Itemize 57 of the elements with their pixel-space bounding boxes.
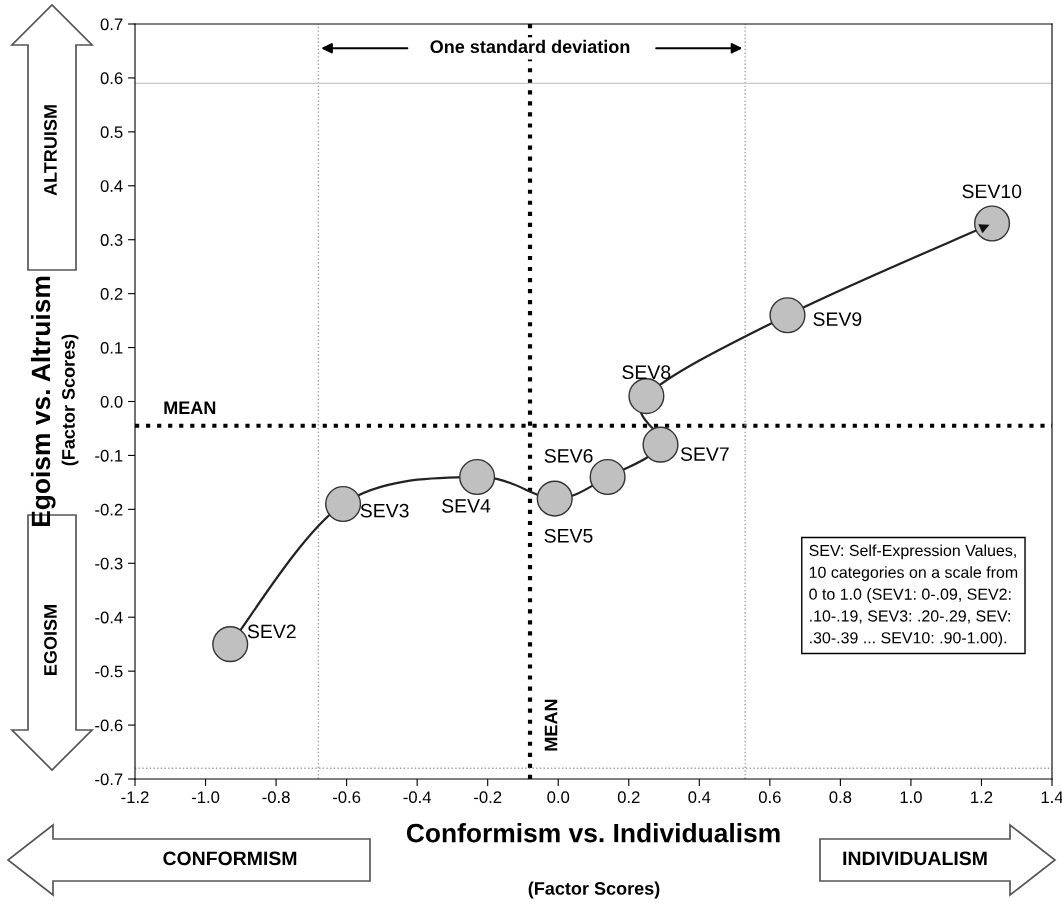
x-tick-label: -0.4 — [403, 791, 432, 804]
y-tick-label: -0.7 — [95, 773, 123, 786]
annotation: SEV4 — [442, 499, 491, 513]
annotation: SEV6 — [544, 449, 593, 463]
x-tick-label: -0.6 — [333, 791, 361, 804]
point — [536, 480, 573, 517]
ref-line-label: MEAN — [164, 401, 216, 414]
y-tick-label: 0.3 — [100, 234, 123, 246]
y-tick-label: -0.1 — [95, 449, 123, 462]
point — [459, 458, 496, 496]
text: (Factor Scores) — [61, 334, 79, 466]
y-tick-label: -0.3 — [95, 557, 123, 570]
point — [212, 626, 249, 663]
y-tick-label: 0.2 — [100, 288, 123, 300]
point — [628, 378, 665, 415]
annotation: SEV10 — [962, 184, 1022, 199]
x-tick-label: -1.0 — [191, 791, 220, 804]
point — [769, 297, 806, 334]
x-tick-label: 0.6 — [758, 791, 781, 804]
annotation: SEV: Self-Expression Values, 10 categories on a scale from 0 to 1.0 (SEV1: 0-.09, SEV2: .10-.19, SEV3: .20-.29, SEV: .30-.39 ... SEV10: .90-1.00). — [809, 544, 1018, 647]
x-tick-label: -1.2 — [121, 791, 149, 803]
x-tick-label: 1.0 — [900, 791, 922, 804]
x-tick-label: -0.2 — [474, 791, 502, 804]
annotation: One standard deviation — [430, 39, 630, 54]
y-tick-label: 0.1 — [100, 341, 123, 354]
y-tick-label: 0.4 — [100, 180, 123, 192]
y-tick-label: -0.4 — [95, 611, 123, 624]
text: EGOISM — [44, 605, 57, 675]
y-tick-label: 0.5 — [100, 126, 123, 139]
annotation: SEV2 — [247, 624, 296, 639]
x-tick-label: 0.8 — [829, 791, 852, 804]
text: INDIVIDUALISM — [843, 851, 987, 866]
y-tick-label: 0.7 — [100, 18, 123, 31]
x-tick-label: -0.8 — [262, 791, 290, 804]
annotation: SEV3 — [360, 503, 409, 518]
ref-line-label: MEAN — [544, 699, 558, 751]
point — [642, 426, 679, 463]
x-tick-label: 0.2 — [617, 791, 640, 804]
annotation: SEV7 — [680, 447, 729, 461]
y-tick-label: 0.0 — [100, 395, 123, 408]
y-tick-label: 0.6 — [100, 72, 123, 85]
x-tick-label: 1.2 — [971, 791, 993, 803]
y-tick-label: -0.5 — [95, 665, 123, 678]
point — [325, 485, 362, 523]
y-tick-label: -0.2 — [95, 503, 123, 516]
point — [973, 205, 1011, 242]
y-axis-title: Egoism vs. Altruism — [30, 276, 56, 527]
annotation: SEV8 — [622, 365, 671, 380]
text: (Factor Scores) — [528, 881, 660, 899]
annotation: SEV5 — [544, 528, 593, 543]
x-tick-label: 0.4 — [688, 791, 711, 804]
x-axis-title: Conformism vs. Individualism — [406, 823, 780, 843]
y-tick-label: -0.6 — [95, 719, 123, 732]
text: ALTRUISM — [44, 105, 57, 196]
x-tick-label: 0.0 — [547, 791, 570, 804]
text: CONFORMISM — [163, 851, 297, 866]
annotation: SEV9 — [813, 312, 862, 326]
